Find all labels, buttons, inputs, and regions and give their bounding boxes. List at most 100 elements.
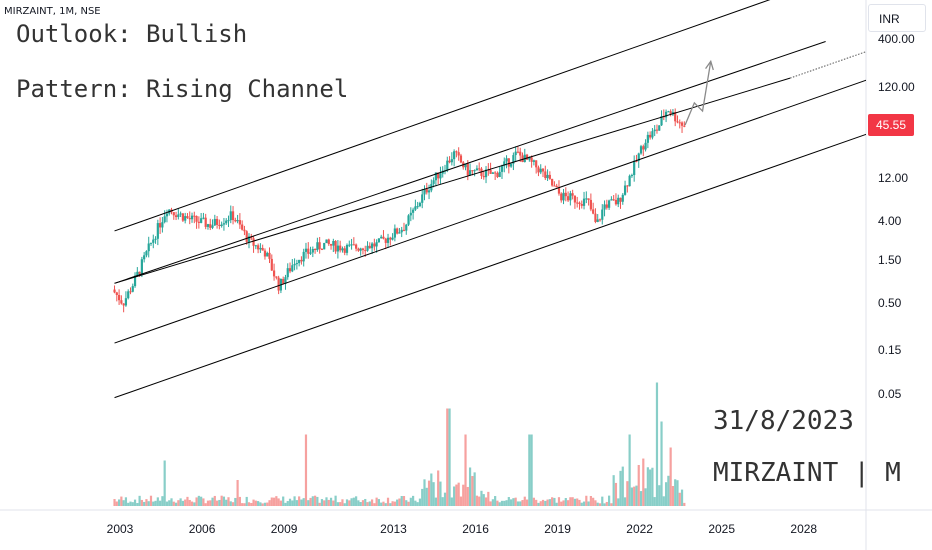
volume-bar — [505, 500, 508, 506]
candle-body — [439, 173, 442, 179]
y-tick-label: 120.00 — [878, 79, 915, 94]
volume-bar — [573, 498, 577, 506]
candle-body — [484, 169, 488, 178]
volume-bar — [455, 484, 458, 506]
volume-bar — [261, 503, 264, 506]
candle-body — [582, 198, 586, 206]
volume-bar — [250, 502, 253, 506]
volume-bar — [396, 499, 399, 506]
candle-body — [266, 252, 269, 257]
volume-bar — [341, 499, 344, 506]
candle-body — [434, 172, 437, 181]
volume-bar — [664, 482, 668, 506]
candle-body — [133, 275, 137, 287]
volume-bar — [138, 495, 141, 506]
volume-bar — [418, 498, 422, 506]
candle-body — [594, 213, 597, 222]
candle-body — [254, 245, 257, 247]
volume-bar — [566, 500, 570, 506]
candle-body — [152, 239, 155, 243]
candle-body — [530, 157, 533, 162]
candle-body — [386, 237, 390, 243]
volume-bar — [152, 501, 155, 506]
candle-body — [384, 238, 387, 243]
volume-bar — [446, 408, 449, 506]
candle-body — [375, 242, 378, 247]
volume-bar — [206, 500, 210, 506]
volume-bar — [241, 503, 244, 506]
candle-body — [270, 258, 273, 271]
candle-body — [252, 238, 255, 246]
volume-bar — [532, 497, 535, 506]
candle-body — [646, 134, 649, 143]
volume-bar — [320, 499, 324, 506]
symbol-line: MIRZAINT, 1M, NSE — [4, 6, 101, 17]
volume-bar — [231, 502, 235, 506]
candle-body — [277, 277, 280, 291]
volume-bar — [336, 502, 339, 506]
volume-bar — [147, 501, 150, 506]
candle-body — [302, 251, 305, 262]
volume-bar — [186, 496, 189, 506]
candle-body — [592, 209, 595, 214]
volume-bar — [478, 496, 481, 506]
volume-bar — [487, 491, 490, 506]
volume-bar — [149, 495, 153, 506]
candle-body — [482, 175, 485, 178]
volume-bar — [384, 503, 387, 506]
candle-body — [635, 160, 638, 162]
volume-bar — [229, 501, 232, 506]
volume-bar — [154, 500, 157, 506]
candle-body — [159, 223, 162, 228]
candle-body — [293, 264, 296, 266]
volume-bar — [662, 496, 665, 506]
volume-bar — [580, 502, 583, 506]
y-tick-label: 0.05 — [878, 386, 902, 401]
candle-body — [382, 236, 385, 239]
volume-bar — [266, 502, 269, 506]
candle-body — [215, 218, 219, 225]
candle-body — [557, 187, 561, 194]
volume-bar — [300, 499, 303, 506]
candle-body — [206, 224, 210, 227]
candle-body — [229, 211, 232, 221]
candle-body — [610, 199, 613, 201]
candle-body — [510, 163, 513, 167]
candle-body — [639, 146, 643, 154]
candle-body — [541, 168, 545, 172]
volume-bar — [263, 502, 267, 506]
volume-bar — [421, 488, 424, 506]
volume-bar — [172, 501, 175, 506]
candle-body — [143, 255, 146, 260]
candle-body — [227, 220, 230, 222]
candle-body — [466, 163, 469, 176]
candle-body — [491, 172, 494, 174]
candle-body — [161, 222, 164, 228]
last-price-badge: 45.55 — [868, 114, 914, 137]
candle-body — [370, 243, 374, 249]
volume-bar — [163, 460, 166, 506]
candle-body — [455, 151, 458, 153]
candle-body — [405, 224, 408, 231]
candle-body — [359, 248, 362, 251]
volume-bar — [375, 497, 378, 506]
volume-bar — [386, 497, 390, 506]
volume-bar — [653, 497, 656, 506]
candle-body — [464, 163, 467, 168]
candle-body — [653, 129, 656, 132]
projection-path — [684, 61, 712, 126]
volume-bar — [537, 502, 540, 506]
volume-bar — [259, 502, 262, 506]
volume-bar — [514, 497, 517, 506]
candle-body — [241, 224, 244, 230]
candle-body — [427, 190, 431, 193]
candle-body — [234, 220, 237, 222]
candle-body — [275, 276, 278, 278]
candle-body — [120, 300, 123, 304]
volume-bar — [617, 498, 620, 506]
volume-bar — [635, 485, 638, 506]
volume-bar — [642, 458, 645, 506]
candle-body — [336, 245, 339, 252]
candle-body — [320, 249, 324, 251]
currency-selector[interactable]: INR — [868, 4, 926, 32]
